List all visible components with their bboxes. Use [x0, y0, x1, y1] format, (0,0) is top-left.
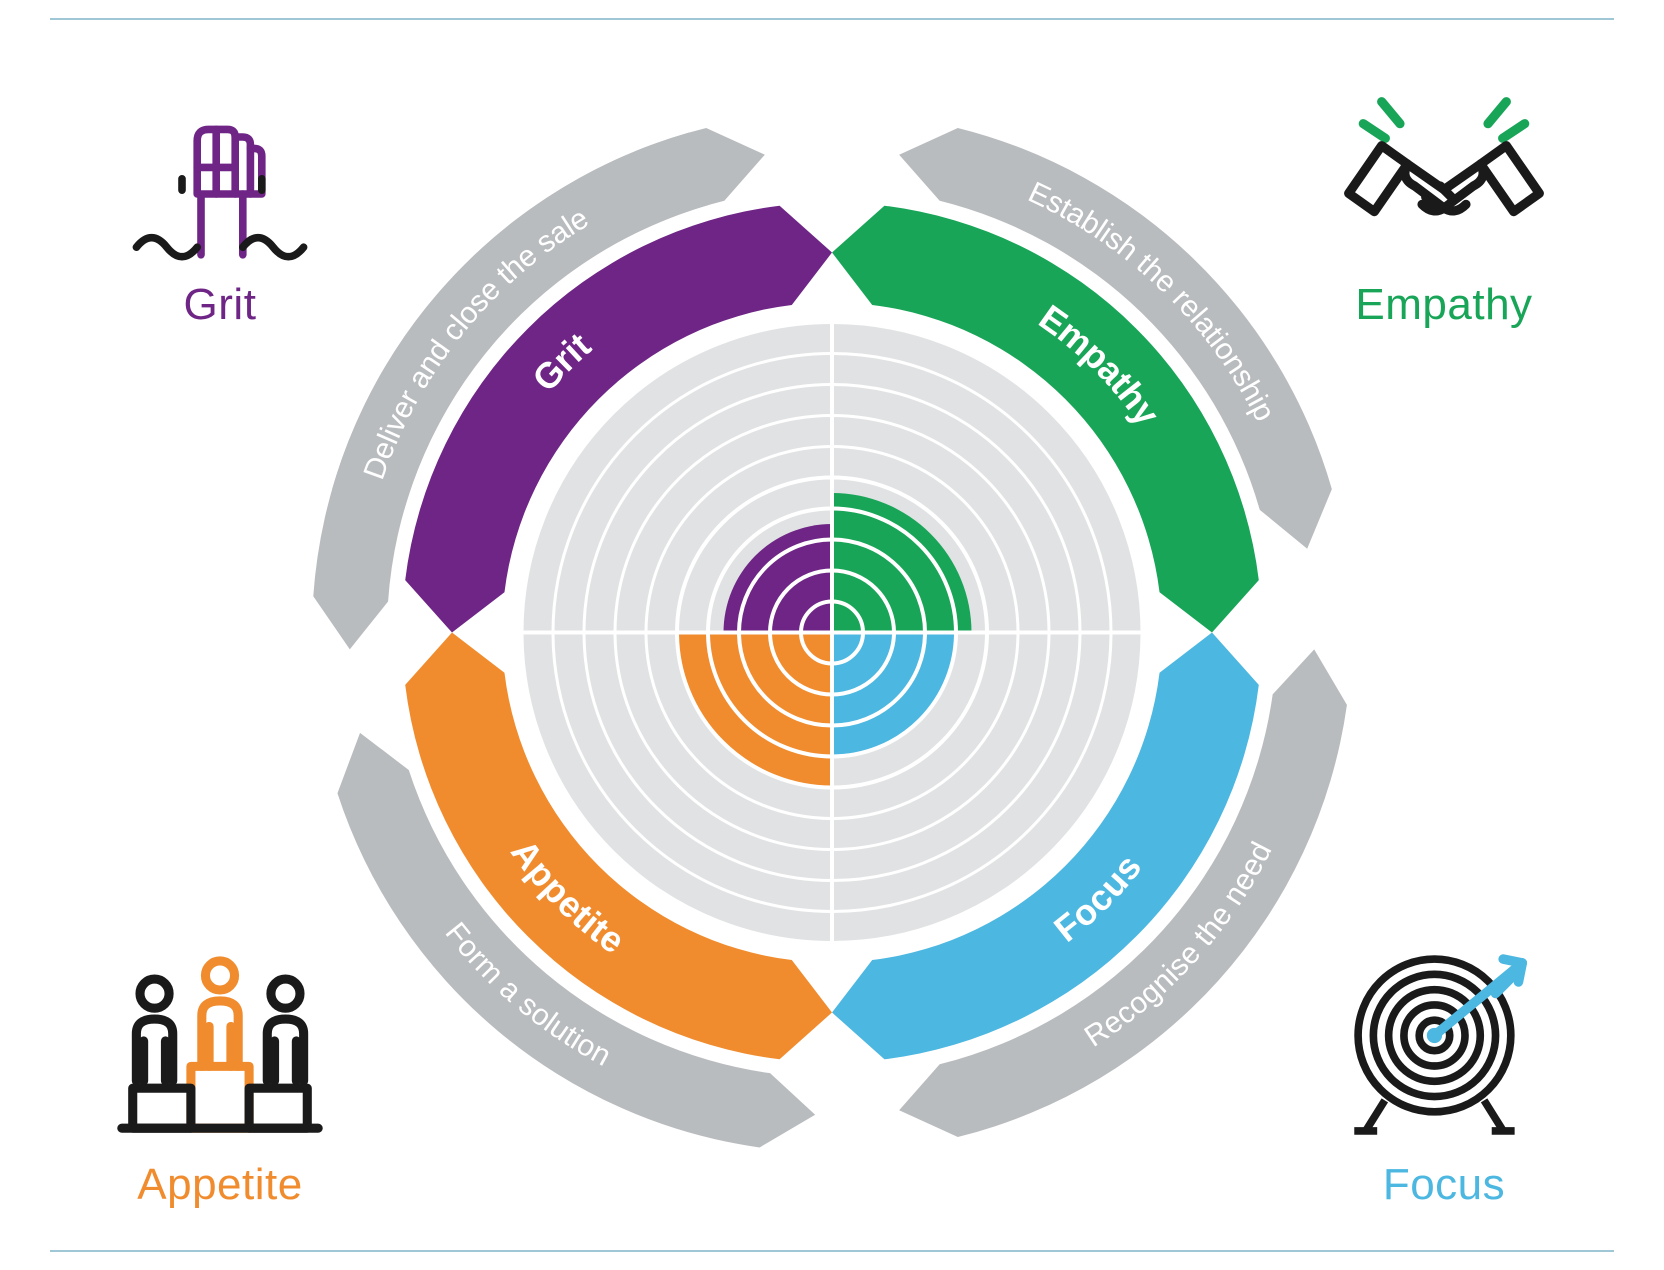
top-rule: [50, 18, 1614, 20]
fist-icon: [125, 80, 315, 270]
wheel-svg: Follow up and retentionEstablish the rel…: [292, 93, 1372, 1173]
page: Grit: [0, 0, 1664, 1270]
bottom-rule: [50, 1250, 1614, 1252]
wheel: Follow up and retentionEstablish the rel…: [292, 93, 1372, 1178]
